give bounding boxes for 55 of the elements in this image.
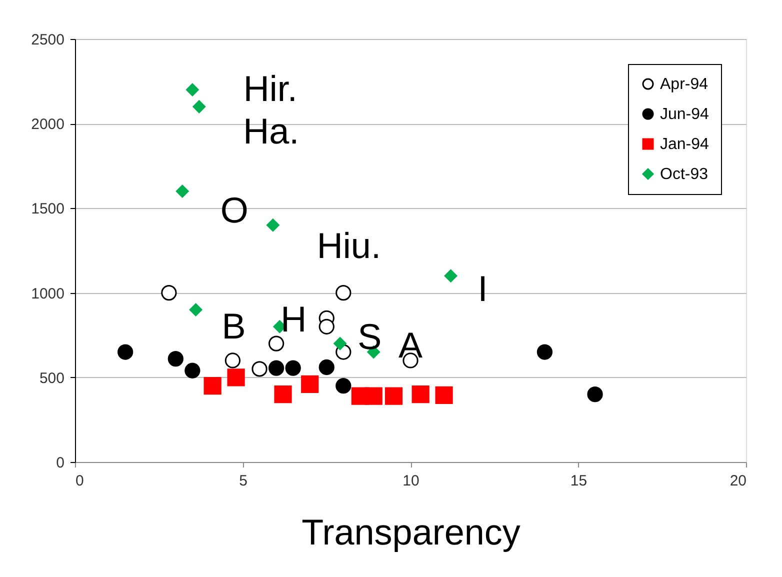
annotation: B: [222, 306, 246, 347]
point: [364, 387, 382, 405]
point: [268, 336, 284, 352]
point: [176, 184, 189, 198]
annotation: H: [280, 298, 307, 340]
point: [118, 344, 134, 360]
point: [224, 352, 241, 368]
point: [268, 360, 284, 376]
point: [334, 337, 346, 350]
y-tick-label: 0: [56, 454, 64, 472]
annotation: S: [358, 316, 382, 358]
y-tick-label: 500: [39, 370, 64, 387]
y-tick-label: 1500: [31, 200, 64, 218]
point: [336, 378, 352, 394]
point: [184, 362, 200, 378]
point: [168, 350, 184, 367]
point: [192, 100, 206, 114]
point: [318, 359, 334, 376]
point: [161, 284, 177, 301]
point: [285, 360, 301, 376]
legend-label: Jan-94: [660, 136, 710, 153]
y-tick-label: 2500: [31, 32, 64, 48]
x-tick-label: 0: [76, 472, 84, 490]
point: [412, 386, 430, 404]
point: [252, 361, 268, 377]
annotation: Ha.: [243, 110, 300, 152]
annotation: I: [478, 268, 488, 309]
x-tick-label: 20: [730, 472, 746, 490]
point: [587, 386, 603, 402]
x-tick-label: 15: [570, 472, 588, 490]
x-axis-title: Transparency: [302, 512, 520, 552]
point: [336, 284, 352, 301]
y-tick-label: 1000: [31, 285, 64, 302]
point: [384, 387, 403, 405]
x-tick-label: 5: [239, 472, 248, 490]
point: [318, 318, 334, 334]
annotation: Hiu.: [316, 225, 381, 266]
annotation: O: [220, 189, 248, 230]
point: [536, 344, 553, 360]
point: [227, 368, 245, 386]
point: [301, 375, 319, 393]
legend-label: Apr-94: [660, 76, 708, 93]
point: [189, 303, 202, 316]
annotation: A: [398, 324, 423, 366]
point: [204, 377, 222, 395]
x-tick-label: 10: [402, 472, 420, 490]
annotation: Hir.: [243, 68, 298, 109]
point: [186, 83, 199, 96]
point: [274, 386, 292, 404]
point: [444, 269, 458, 282]
y-tick-label: 2000: [31, 116, 64, 134]
legend-label: Jun-94: [660, 106, 710, 123]
legend-label: Oct-93: [660, 166, 708, 183]
point: [435, 386, 453, 404]
point: [266, 218, 280, 232]
